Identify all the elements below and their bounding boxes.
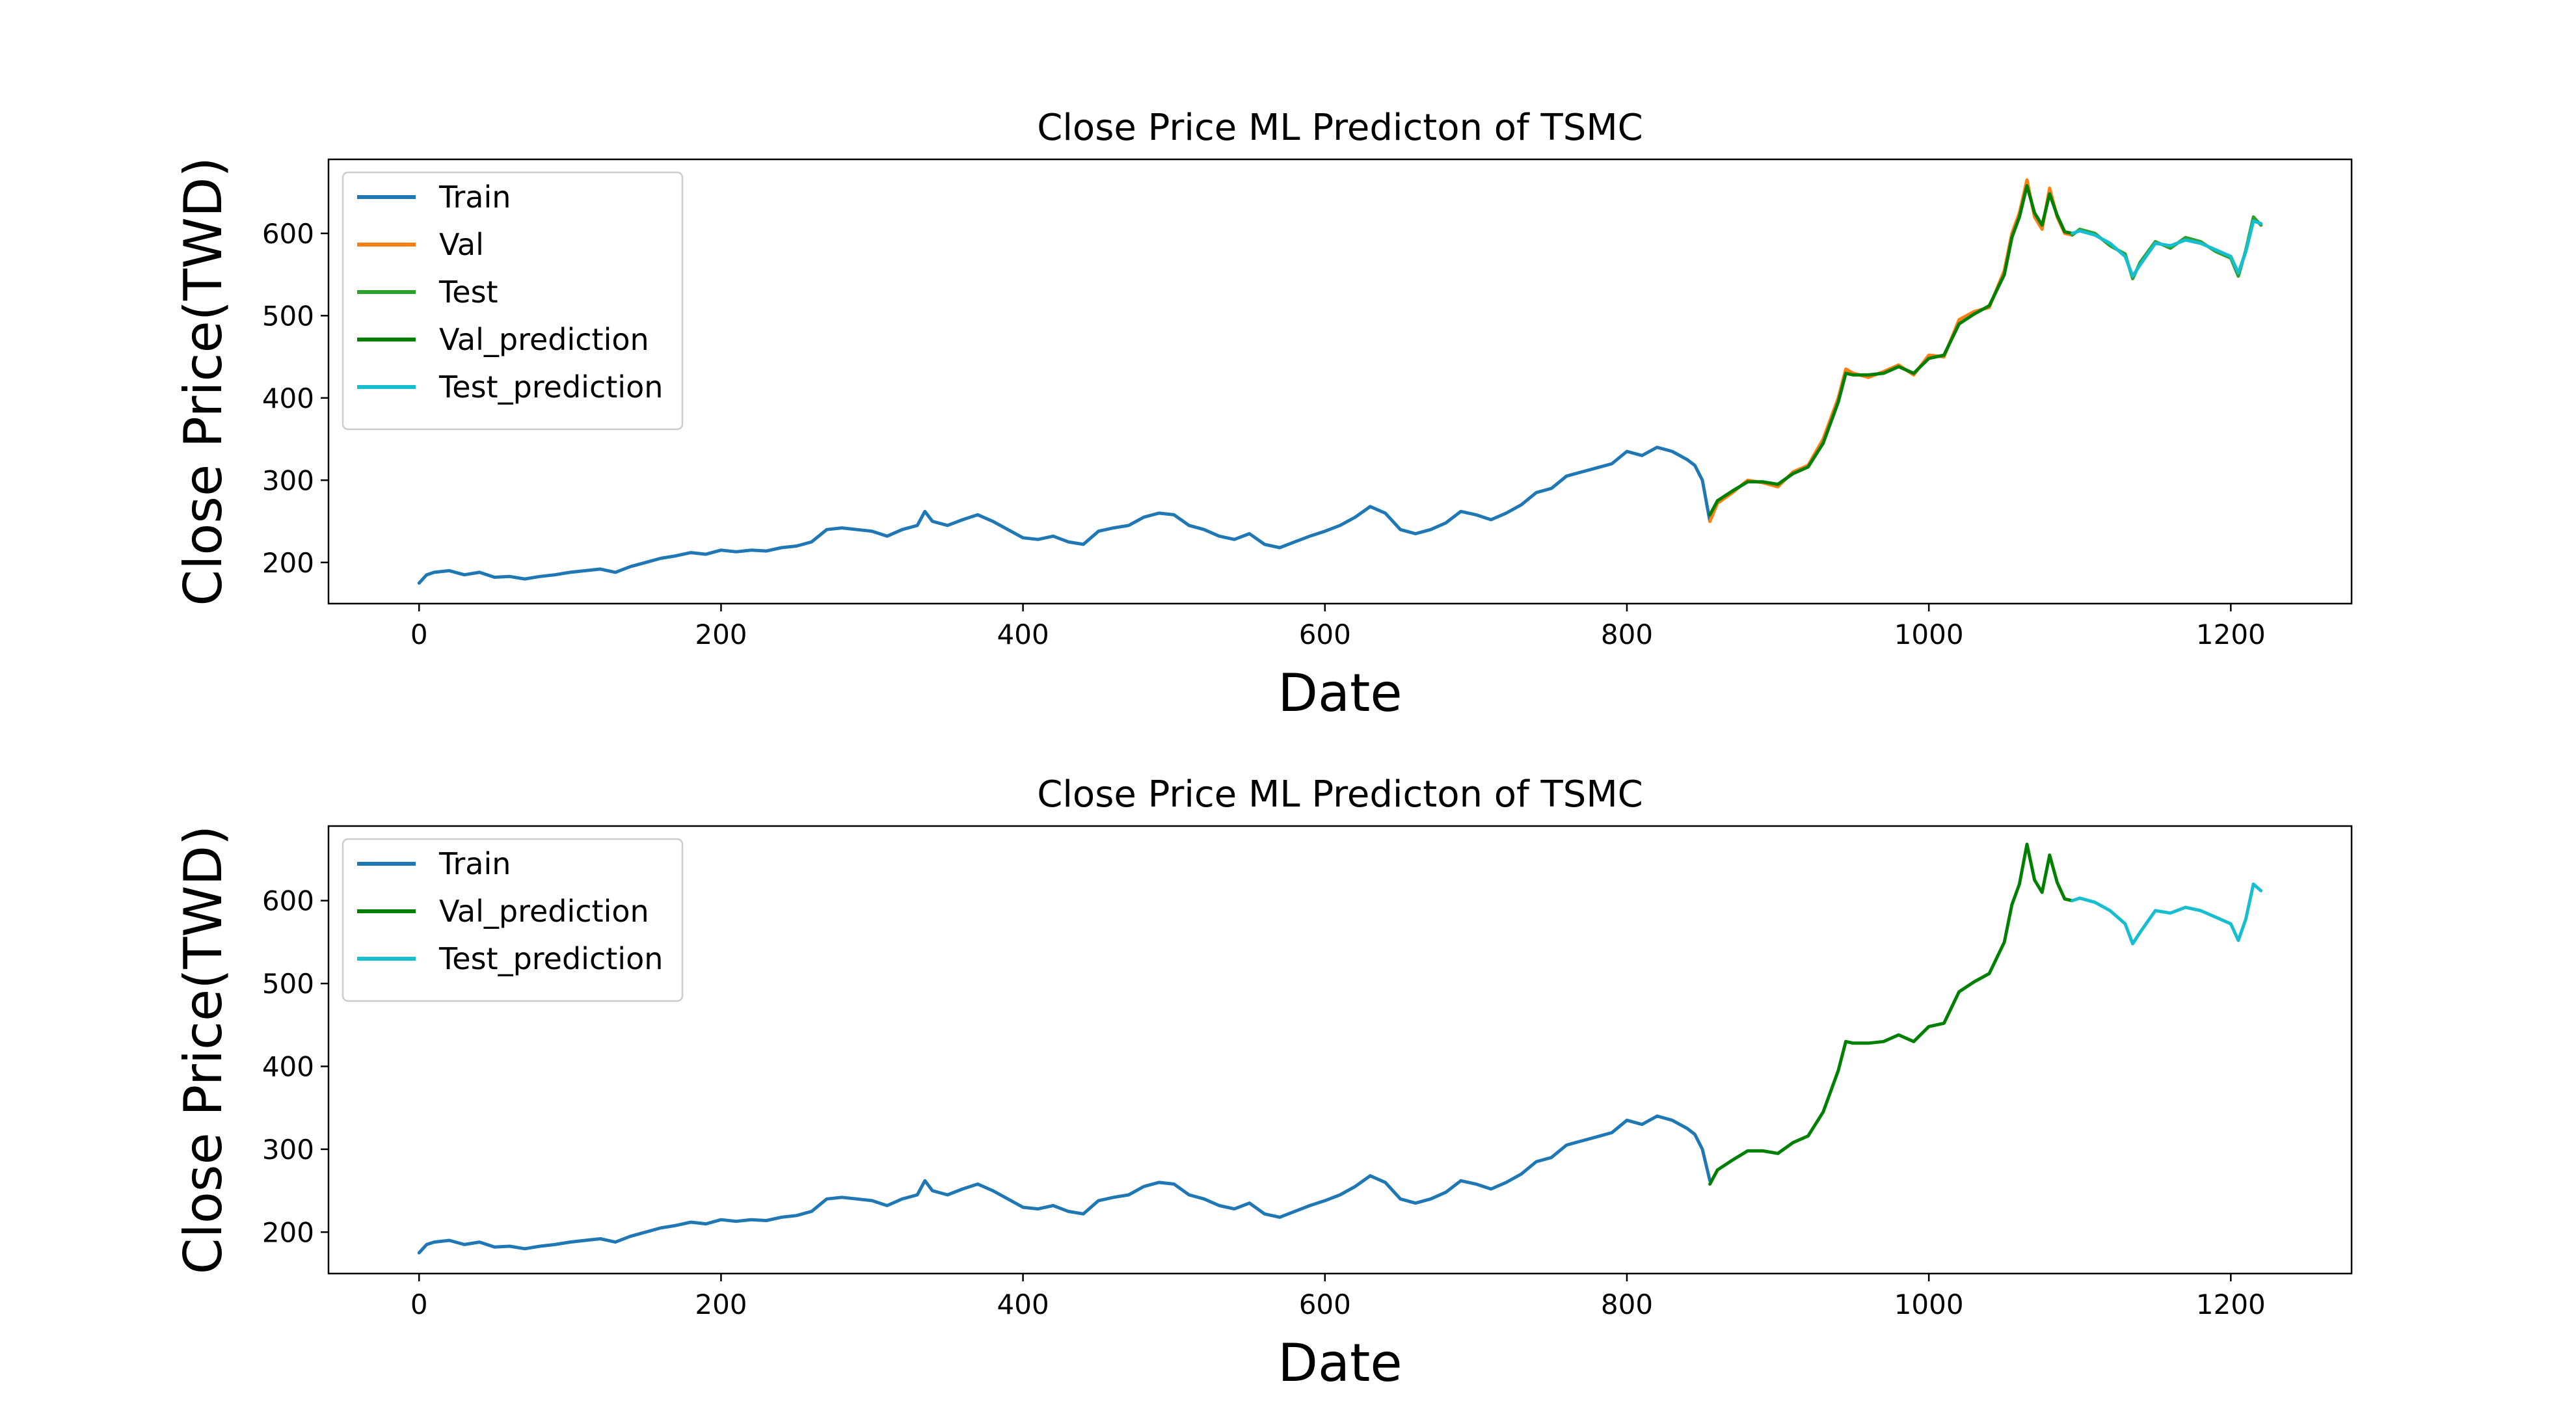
series-line-train: [417, 446, 1712, 585]
chart-panel-1: Close Price ML Predicton of TSMC 0 200 400 6…: [173, 107, 2353, 723]
x-tick-label: 800: [1601, 1289, 1653, 1320]
series-line-test: [2071, 215, 2263, 280]
series-line-val-prediction: [1708, 184, 2074, 516]
legend-label: Val: [439, 227, 484, 262]
series-line-val: [1708, 178, 2074, 523]
y-tick-label: 400: [262, 1050, 314, 1082]
series-line-train: [417, 1114, 1712, 1255]
legend: Train Val_prediction Test_prediction: [342, 838, 684, 1002]
y-tick-label: 300: [262, 464, 314, 496]
y-tick-label: 400: [262, 382, 314, 414]
axes-frame: [327, 825, 2353, 1275]
y-tick-label: 500: [262, 300, 314, 332]
y-tick-label: 600: [262, 218, 314, 250]
legend: Train Val Test Val_prediction Test_predictio…: [342, 171, 684, 431]
x-tick-label: 600: [1299, 1289, 1351, 1320]
legend-label: Val_prediction: [439, 894, 649, 929]
series-group: [417, 842, 2263, 1255]
x-tick-label: 200: [695, 619, 747, 650]
series-line-test-prediction: [2071, 219, 2263, 278]
x-tick-label: 1200: [2196, 619, 2266, 650]
x-tick-label: 400: [997, 619, 1049, 650]
legend-box: [342, 171, 684, 431]
legend-label: Test_prediction: [438, 941, 663, 976]
x-tick-label: 200: [695, 1289, 747, 1320]
y-axis-label: Close Price(TWD): [173, 157, 234, 606]
chart-panel-2: Close Price ML Predicton of TSMC 0 200 400 6…: [173, 773, 2353, 1393]
x-axis-label: Date: [1278, 663, 1402, 723]
series-group: [417, 178, 2263, 585]
legend-label: Train: [438, 846, 511, 881]
chart-title: Close Price ML Predicton of TSMC: [1037, 773, 1643, 816]
legend-label: Val_prediction: [439, 322, 649, 357]
x-tick-label: 0: [410, 619, 428, 650]
chart-title: Close Price ML Predicton of TSMC: [1037, 107, 1643, 149]
axes-frame: [327, 158, 2353, 605]
x-tick-label: 400: [997, 1289, 1049, 1320]
y-tick-label: 500: [262, 968, 314, 1000]
legend-box: [342, 838, 684, 1002]
y-tick-label: 200: [262, 547, 314, 579]
legend-label: Train: [438, 180, 511, 215]
x-axis-label: Date: [1278, 1333, 1402, 1393]
series-line-test-prediction: [2071, 882, 2263, 946]
x-tick-label: 800: [1601, 619, 1653, 650]
x-tick-label: 1000: [1894, 619, 1964, 650]
x-tick-label: 600: [1299, 619, 1351, 650]
y-tick-label: 300: [262, 1134, 314, 1166]
y-axis-label: Close Price(TWD): [173, 825, 234, 1275]
y-tick-label: 200: [262, 1216, 314, 1248]
y-tick-label: 600: [262, 885, 314, 917]
x-tick-label: 1200: [2196, 1289, 2266, 1320]
legend-label: Test: [438, 274, 498, 310]
x-tick-label: 1000: [1894, 1289, 1964, 1320]
legend-label: Test_prediction: [438, 369, 663, 405]
x-tick-label: 0: [410, 1289, 428, 1320]
series-line-val-prediction: [1708, 842, 2074, 1186]
